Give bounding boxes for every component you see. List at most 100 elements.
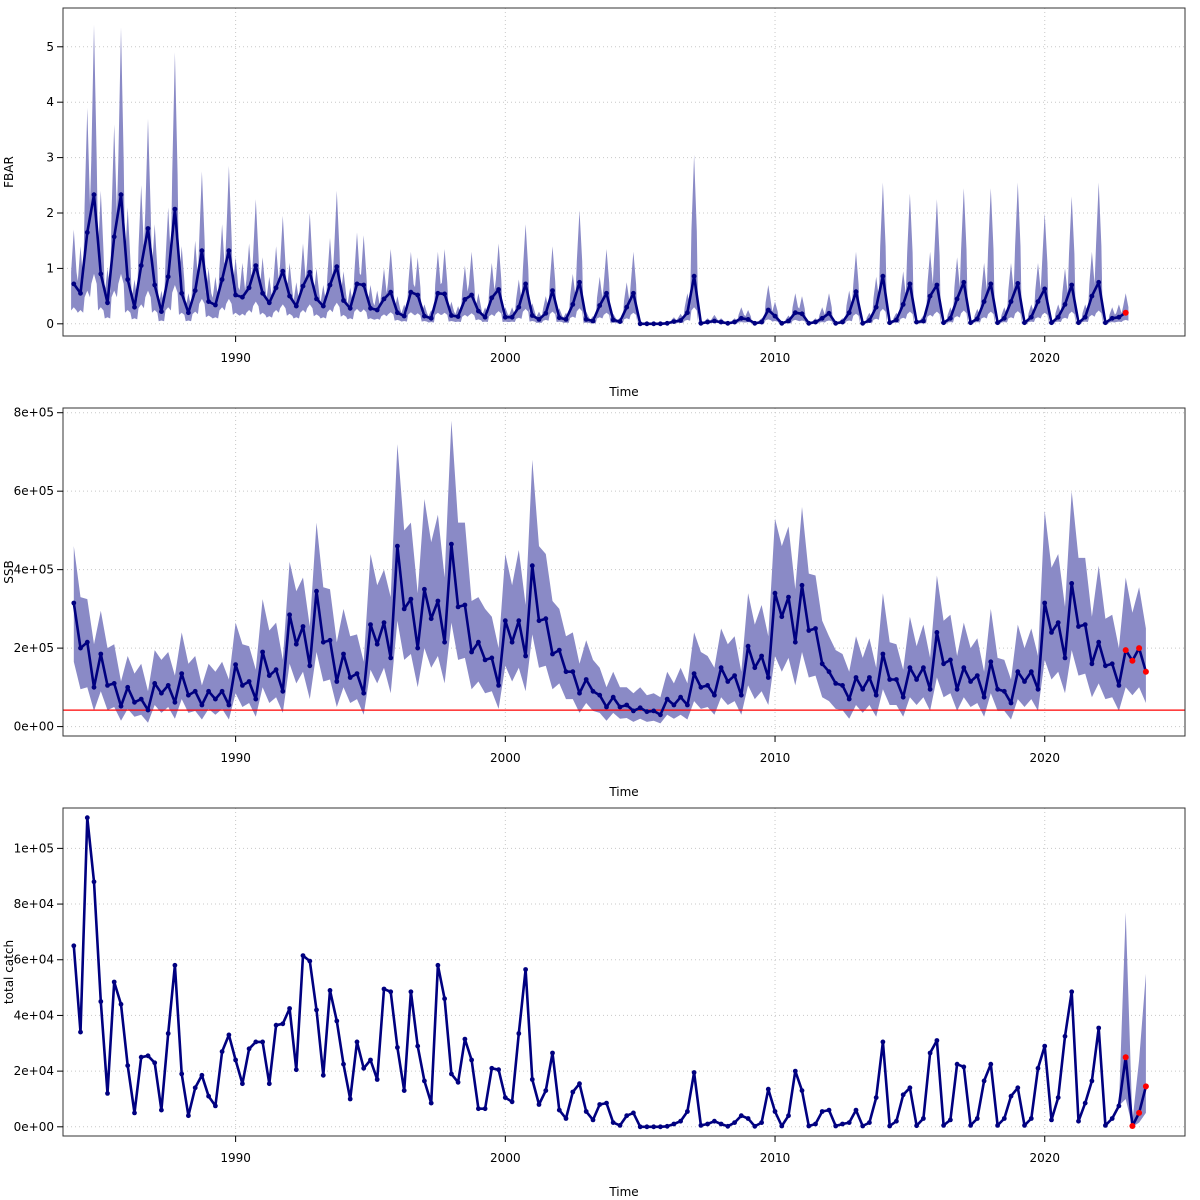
data-point [806, 320, 812, 326]
data-point [779, 320, 785, 326]
data-point [961, 279, 967, 285]
data-point [489, 295, 495, 301]
data-point [813, 1121, 818, 1127]
data-point [374, 307, 380, 313]
data-point [1103, 320, 1108, 326]
data-point [981, 694, 987, 700]
data-point [516, 304, 522, 310]
data-point [981, 299, 987, 304]
data-point [489, 655, 495, 661]
data-point [678, 1118, 683, 1124]
data-point [624, 702, 630, 708]
data-point [792, 639, 798, 645]
data-point [482, 314, 488, 320]
data-point [1049, 320, 1054, 326]
data-point [260, 649, 265, 655]
data-point [732, 673, 737, 678]
data-point [543, 310, 549, 316]
data-point [772, 1109, 778, 1114]
data-point [138, 263, 144, 268]
data-point [523, 653, 528, 659]
data-point [1001, 315, 1007, 321]
data-point [1109, 1116, 1115, 1121]
data-point [1103, 1123, 1108, 1128]
x-tick-label: 2000 [490, 351, 521, 365]
data-point [280, 268, 286, 274]
x-tick-label: 2020 [1029, 1151, 1060, 1165]
chart-panel-1: 1990 2000 2010 2020 0 1 2 3 4 5 Time FBAR [2, 7, 1186, 399]
data-point [1069, 989, 1075, 995]
data-point [293, 641, 299, 647]
data-point [314, 296, 319, 302]
data-point [927, 1050, 933, 1056]
x-tick-label: 2020 [1029, 351, 1060, 365]
data-point [577, 690, 582, 696]
data-point [907, 1085, 913, 1091]
y-tick-label: 5 [46, 40, 54, 54]
data-point [300, 953, 306, 958]
data-point [307, 663, 313, 669]
data-point [260, 290, 265, 296]
data-point [118, 703, 124, 709]
data-point [408, 289, 414, 295]
data-point [476, 1106, 481, 1112]
data-point [819, 661, 825, 667]
data-point [712, 1118, 717, 1124]
data-point [354, 671, 360, 676]
data-point [435, 598, 441, 604]
data-point [529, 563, 535, 569]
data-point [678, 694, 683, 700]
data-point [374, 1077, 380, 1082]
data-point [415, 292, 421, 298]
data-point [1069, 581, 1075, 586]
data-point [1109, 661, 1115, 667]
data-point [1055, 620, 1061, 625]
data-point [685, 310, 690, 316]
data-point [590, 1117, 596, 1123]
data-point [738, 692, 744, 698]
data-point [921, 665, 926, 671]
data-point [1049, 630, 1054, 635]
data-point [826, 1107, 832, 1113]
data-point [846, 696, 852, 702]
data-point [765, 307, 771, 313]
data-point [1015, 1085, 1021, 1091]
data-point [395, 1045, 400, 1050]
data-point [368, 305, 373, 311]
latest-data-point [1136, 645, 1143, 652]
data-point [772, 590, 778, 596]
data-point [462, 602, 468, 608]
chart-panel-2: 1990 2000 2010 2020 0e+00 2e+05 4e+05 6e+05 8e+0… [2, 406, 1186, 799]
data-point [523, 281, 528, 287]
data-point [502, 314, 508, 320]
data-point [489, 1065, 495, 1071]
data-point [806, 1123, 812, 1129]
data-point [745, 643, 751, 649]
x-tick-label: 1990 [220, 751, 251, 765]
data-point [111, 681, 117, 686]
data-point [873, 304, 879, 310]
data-point [900, 1092, 906, 1098]
latest-data-point [1122, 1054, 1129, 1061]
data-point [745, 317, 751, 322]
data-point [186, 310, 191, 316]
data-point [408, 989, 414, 995]
data-point [853, 289, 859, 295]
y-tick-label: 2e+04 [14, 1064, 54, 1078]
data-point [280, 1021, 286, 1027]
data-point [900, 694, 906, 700]
data-point [995, 1123, 1000, 1128]
data-point [610, 1120, 616, 1125]
data-point [98, 271, 104, 277]
data-point [644, 321, 650, 327]
data-point [98, 999, 104, 1004]
data-point [1042, 600, 1048, 606]
data-point [867, 318, 872, 323]
data-point [631, 290, 636, 296]
data-point [948, 657, 953, 663]
data-point [300, 624, 306, 629]
data-point [880, 651, 886, 657]
data-point [529, 1077, 535, 1082]
data-point [1001, 688, 1007, 694]
